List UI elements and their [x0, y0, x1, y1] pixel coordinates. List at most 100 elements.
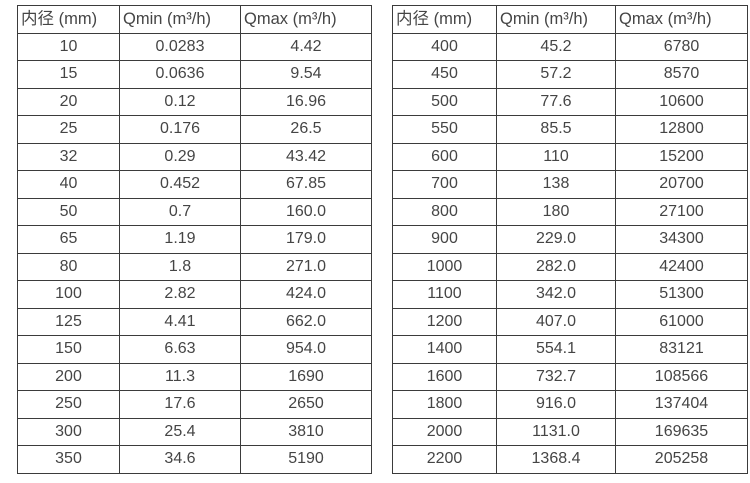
table-cell: 205258	[615, 445, 748, 474]
table-cell: 600	[392, 142, 497, 171]
table-row: 20 0.12 16.96	[17, 87, 372, 116]
table-cell: 550	[392, 115, 497, 144]
table-cell: 67.85	[240, 170, 372, 199]
table-row: 1200 407.0 61000	[392, 307, 748, 336]
table-cell: 20700	[615, 170, 748, 199]
column-header: Qmin (m³/h)	[496, 5, 616, 34]
table-cell: 424.0	[240, 280, 372, 309]
table-row: 600 110 15200	[392, 142, 748, 171]
table-row: 25 0.176 26.5	[17, 115, 372, 144]
table-cell: 1368.4	[496, 445, 616, 474]
table-cell: 1000	[392, 252, 497, 281]
table-cell: 17.6	[119, 390, 241, 419]
table-cell: 9.54	[240, 60, 372, 89]
table-cell: 61000	[615, 307, 748, 336]
table-cell: 34.6	[119, 445, 241, 474]
column-header: 内径 (mm)	[17, 5, 120, 34]
flow-range-table-small-diameters: 内径 (mm) Qmin (m³/h) Qmax (m³/h) 10 0.0283 4.4…	[17, 5, 372, 474]
table-row: 400 45.2 6780	[392, 32, 748, 61]
table-row: 250 17.6 2650	[17, 390, 372, 419]
table-row: 800 180 27100	[392, 197, 748, 226]
table-cell: 0.452	[119, 170, 241, 199]
table-cell: 138	[496, 170, 616, 199]
table-cell: 100	[17, 280, 120, 309]
column-header: Qmax (m³/h)	[240, 5, 372, 34]
table-cell: 10	[17, 32, 120, 61]
table-cell: 4.42	[240, 32, 372, 61]
table-cell: 1200	[392, 307, 497, 336]
column-header: Qmax (m³/h)	[615, 5, 748, 34]
table-cell: 125	[17, 307, 120, 336]
table-cell: 83121	[615, 335, 748, 364]
table-cell: 1100	[392, 280, 497, 309]
table-row: 10 0.0283 4.42	[17, 32, 372, 61]
table-cell: 6780	[615, 32, 748, 61]
table-row: 300 25.4 3810	[17, 417, 372, 446]
column-header: Qmin (m³/h)	[119, 5, 241, 34]
table-row: 700 138 20700	[392, 170, 748, 199]
table-cell: 27100	[615, 197, 748, 226]
table-cell: 1800	[392, 390, 497, 419]
table-cell: 50	[17, 197, 120, 226]
table-cell: 110	[496, 142, 616, 171]
table-cell: 954.0	[240, 335, 372, 364]
table-cell: 137404	[615, 390, 748, 419]
table-cell: 0.176	[119, 115, 241, 144]
table-row: 1600 732.7 108566	[392, 362, 748, 391]
table-row: 40 0.452 67.85	[17, 170, 372, 199]
table-cell: 2200	[392, 445, 497, 474]
table-cell: 169635	[615, 417, 748, 446]
table-cell: 25.4	[119, 417, 241, 446]
header-row: 内径 (mm) Qmin (m³/h) Qmax (m³/h)	[392, 5, 748, 34]
table-cell: 15200	[615, 142, 748, 171]
table-cell: 8570	[615, 60, 748, 89]
table-cell: 6.63	[119, 335, 241, 364]
column-header: 内径 (mm)	[392, 5, 497, 34]
table-cell: 57.2	[496, 60, 616, 89]
table-row: 1100 342.0 51300	[392, 280, 748, 309]
table-cell: 2.82	[119, 280, 241, 309]
table-cell: 900	[392, 225, 497, 254]
table-cell: 1690	[240, 362, 372, 391]
table-cell: 1.8	[119, 252, 241, 281]
table-cell: 800	[392, 197, 497, 226]
table-cell: 65	[17, 225, 120, 254]
table-cell: 25	[17, 115, 120, 144]
table-cell: 0.0636	[119, 60, 241, 89]
table-cell: 20	[17, 87, 120, 116]
table-cell: 15	[17, 60, 120, 89]
table-cell: 1.19	[119, 225, 241, 254]
table-row: 1400 554.1 83121	[392, 335, 748, 364]
table-cell: 179.0	[240, 225, 372, 254]
table-row: 15 0.0636 9.54	[17, 60, 372, 89]
table-row: 80 1.8 271.0	[17, 252, 372, 281]
table-cell: 32	[17, 142, 120, 171]
table-cell: 662.0	[240, 307, 372, 336]
flow-range-table-large-diameters: 内径 (mm) Qmin (m³/h) Qmax (m³/h) 400 45.2 6780…	[392, 5, 748, 474]
table-cell: 3810	[240, 417, 372, 446]
table-cell: 80	[17, 252, 120, 281]
table-cell: 85.5	[496, 115, 616, 144]
table-cell: 34300	[615, 225, 748, 254]
table-cell: 77.6	[496, 87, 616, 116]
table-row: 200 11.3 1690	[17, 362, 372, 391]
table-cell: 2000	[392, 417, 497, 446]
table-row: 550 85.5 12800	[392, 115, 748, 144]
table-cell: 1600	[392, 362, 497, 391]
table-cell: 450	[392, 60, 497, 89]
table-row: 1000 282.0 42400	[392, 252, 748, 281]
table-cell: 108566	[615, 362, 748, 391]
table-cell: 0.29	[119, 142, 241, 171]
table-cell: 350	[17, 445, 120, 474]
table-cell: 229.0	[496, 225, 616, 254]
table-cell: 11.3	[119, 362, 241, 391]
table-cell: 10600	[615, 87, 748, 116]
table-row: 2000 1131.0 169635	[392, 417, 748, 446]
table-cell: 271.0	[240, 252, 372, 281]
table-row: 125 4.41 662.0	[17, 307, 372, 336]
table-cell: 1131.0	[496, 417, 616, 446]
table-cell: 407.0	[496, 307, 616, 336]
table-cell: 250	[17, 390, 120, 419]
table-cell: 916.0	[496, 390, 616, 419]
